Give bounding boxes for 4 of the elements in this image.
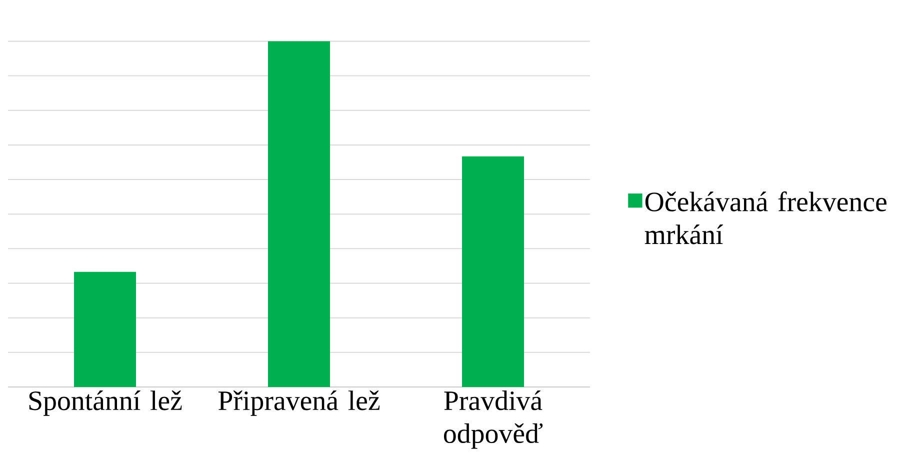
x-tick-label: Spontánní lež [29, 390, 182, 416]
x-tick-label: Pravdivá odpověď [444, 390, 543, 449]
legend-label: Očekávaná frekvence mrkání [644, 191, 886, 244]
x-tick-label: Připravená lež [218, 390, 380, 416]
